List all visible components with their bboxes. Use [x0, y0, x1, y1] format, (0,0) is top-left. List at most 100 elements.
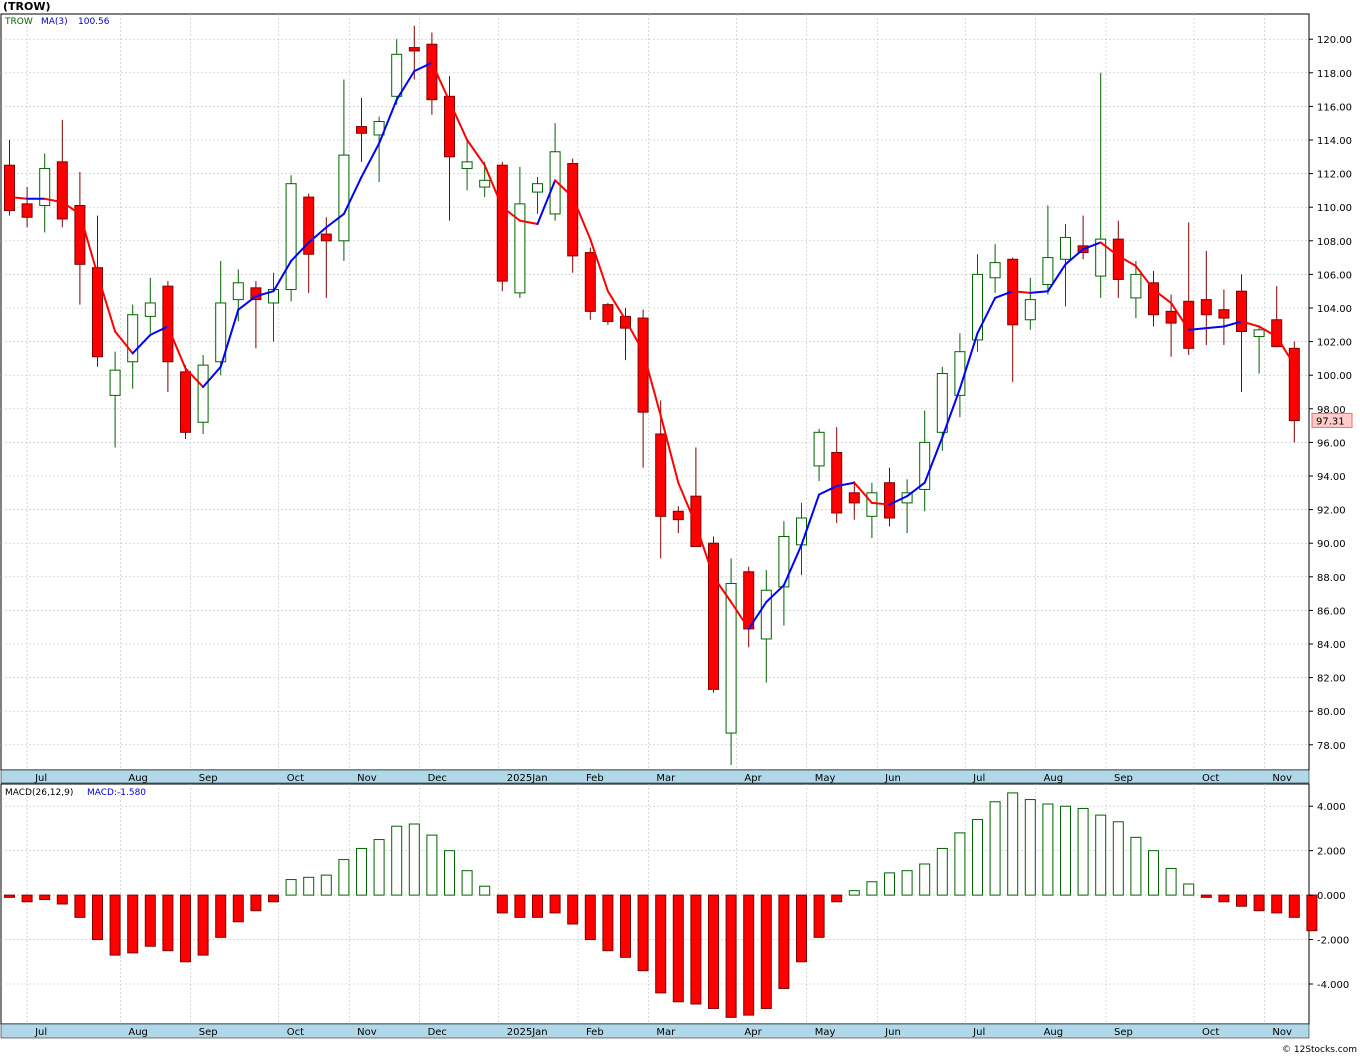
candle-body — [21, 203, 33, 218]
candle-up — [1024, 277, 1036, 330]
macd-bar-negative — [496, 894, 508, 914]
macd-bar-positive — [444, 850, 455, 896]
month-label: Feb — [586, 1027, 604, 1038]
candle-body — [127, 314, 139, 363]
candle-body — [831, 451, 843, 514]
candle-body — [672, 510, 684, 521]
ma-segment — [589, 238, 609, 293]
macd-bar-positive — [285, 879, 297, 896]
macd-bar-negative — [4, 894, 15, 898]
price-tick-label: 106.00 — [1317, 270, 1352, 281]
candle-body — [285, 183, 297, 291]
legend-macd-value: MACD:-1.580 — [87, 788, 146, 798]
month-label: Jul — [34, 1027, 47, 1038]
candle-body — [848, 492, 860, 504]
macd-bar-negative — [1236, 894, 1247, 907]
month-label: Aug — [1044, 773, 1064, 784]
price-tick-label: 116.00 — [1317, 102, 1352, 113]
candle-body — [162, 285, 174, 363]
macd-bar-positive — [1042, 803, 1054, 896]
candle-body — [708, 542, 719, 690]
ma-segment — [114, 330, 134, 355]
month-label: 2025Jan — [507, 773, 548, 784]
candle-body — [1148, 282, 1159, 316]
candle-body — [743, 571, 755, 630]
candle-body — [1130, 273, 1142, 299]
macd-bar-positive — [1165, 867, 1177, 896]
candle-down — [584, 247, 596, 320]
candle-body — [444, 95, 455, 158]
candle-down — [655, 400, 667, 559]
ma-segment — [413, 61, 433, 73]
macd-bar-negative — [250, 894, 262, 912]
ma-segment — [1064, 248, 1085, 266]
candle-up — [391, 39, 403, 105]
candle-body — [496, 164, 508, 282]
month-label: Aug — [128, 1027, 148, 1038]
candle-down — [884, 467, 895, 527]
candle-body — [56, 161, 68, 220]
ma-segment — [43, 197, 64, 204]
candle-up — [461, 140, 473, 191]
candle-body — [866, 492, 878, 517]
ma-segment — [1134, 265, 1155, 291]
footer-credit: © 12Stocks.com — [1282, 1045, 1357, 1055]
ma-segment — [730, 601, 750, 630]
ma-segment — [976, 296, 997, 335]
month-label: Mar — [656, 773, 676, 784]
macd-bar-positive — [848, 890, 860, 896]
candle-down — [250, 281, 262, 349]
macd-bar-positive — [479, 885, 491, 896]
macd-bar-negative — [1200, 894, 1212, 898]
macd-bar-negative — [1271, 894, 1283, 914]
macd-bar-negative — [1306, 894, 1318, 932]
macd-bar-positive — [426, 834, 438, 896]
macd-bar-negative — [778, 894, 790, 989]
ma-segment — [994, 290, 1014, 299]
macd-bar-negative — [514, 894, 526, 918]
ma-segment — [712, 575, 733, 603]
macd-bar-positive — [1112, 821, 1124, 896]
ma-segment — [501, 206, 521, 222]
candle-body — [637, 317, 649, 413]
month-label: Aug — [1044, 1027, 1064, 1038]
ma-segment — [61, 201, 81, 215]
macd-bar-negative — [56, 894, 68, 905]
last-price-tag — [1311, 412, 1353, 428]
ma-segment — [254, 290, 275, 298]
candle-up — [215, 260, 227, 376]
candle-down — [1218, 289, 1230, 345]
ma-segment — [483, 164, 504, 209]
chart-title: (TROW) — [3, 0, 51, 13]
month-label: 2025Jan — [507, 1027, 548, 1038]
macd-bars — [4, 792, 1318, 1018]
ma-segment — [1258, 325, 1278, 338]
month-label: Mar — [656, 1027, 676, 1038]
ma-segment — [941, 387, 961, 439]
price-tick-label: 90.00 — [1317, 539, 1346, 550]
ma-segment — [694, 523, 715, 578]
candle-body — [1112, 238, 1124, 280]
ma-segment — [835, 481, 856, 488]
ma-segment — [800, 493, 821, 546]
ma-segment — [430, 61, 451, 103]
candle-down — [708, 536, 719, 693]
candle-body — [1218, 309, 1230, 319]
macd-bar-negative — [21, 894, 33, 903]
price-tick-label: 108.00 — [1317, 237, 1352, 248]
candle-body — [1200, 299, 1212, 316]
macd-bar-positive — [919, 863, 931, 896]
macd-bar-negative — [620, 894, 631, 958]
candle-down — [180, 365, 191, 440]
macd-bar-positive — [391, 825, 403, 896]
candle-up — [813, 428, 825, 482]
ma-segment — [131, 333, 152, 355]
candle-body — [1060, 236, 1071, 260]
ma-segment — [466, 139, 486, 167]
month-label: Jun — [884, 773, 901, 784]
macd-bar-positive — [303, 876, 315, 896]
ma-line — [8, 61, 1296, 630]
ma-segment — [237, 295, 257, 311]
candle-body — [320, 233, 332, 242]
